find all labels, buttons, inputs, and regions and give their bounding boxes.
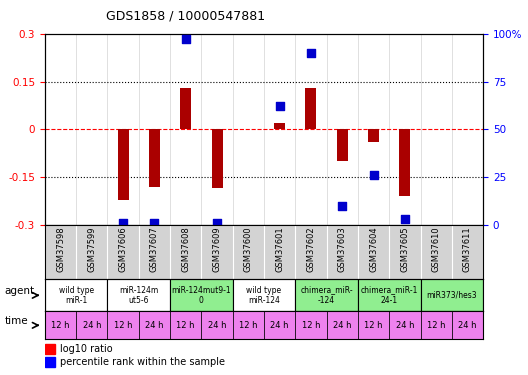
Bar bbox=[118, 129, 129, 200]
Bar bbox=[108, 311, 139, 339]
Text: GSM37609: GSM37609 bbox=[213, 226, 222, 272]
Text: 24 h: 24 h bbox=[82, 321, 101, 330]
Text: GSM37598: GSM37598 bbox=[56, 226, 65, 272]
Text: GSM37607: GSM37607 bbox=[150, 226, 159, 272]
Text: 24 h: 24 h bbox=[458, 321, 477, 330]
Point bbox=[276, 104, 284, 110]
Text: time: time bbox=[4, 316, 28, 326]
Bar bbox=[233, 279, 295, 311]
Text: 24 h: 24 h bbox=[208, 321, 227, 330]
Text: GSM37602: GSM37602 bbox=[306, 226, 315, 272]
Bar bbox=[45, 357, 54, 367]
Text: GSM37605: GSM37605 bbox=[400, 226, 409, 272]
Text: GSM37601: GSM37601 bbox=[275, 226, 284, 272]
Text: miR-124m
ut5-6: miR-124m ut5-6 bbox=[119, 286, 158, 305]
Bar bbox=[139, 311, 170, 339]
Text: GSM37611: GSM37611 bbox=[463, 226, 472, 272]
Bar bbox=[170, 311, 201, 339]
Text: chimera_miR-
-124: chimera_miR- -124 bbox=[300, 286, 353, 305]
Text: GSM37599: GSM37599 bbox=[87, 226, 96, 272]
Text: 24 h: 24 h bbox=[395, 321, 414, 330]
Text: miR-124mut9-1
0: miR-124mut9-1 0 bbox=[172, 286, 231, 305]
Bar bbox=[45, 279, 108, 311]
Text: 12 h: 12 h bbox=[301, 321, 320, 330]
Text: 12 h: 12 h bbox=[427, 321, 446, 330]
Text: wild type
miR-124: wild type miR-124 bbox=[247, 286, 281, 305]
Point bbox=[307, 50, 315, 56]
Point bbox=[370, 172, 378, 178]
Text: agent: agent bbox=[4, 285, 35, 296]
Bar bbox=[45, 344, 54, 354]
Text: log10 ratio: log10 ratio bbox=[60, 344, 113, 354]
Bar bbox=[358, 311, 389, 339]
Text: GSM37603: GSM37603 bbox=[338, 226, 347, 272]
Bar bbox=[452, 311, 483, 339]
Bar bbox=[327, 311, 358, 339]
Bar bbox=[201, 311, 233, 339]
Text: 24 h: 24 h bbox=[270, 321, 289, 330]
Text: 12 h: 12 h bbox=[239, 321, 258, 330]
Text: 24 h: 24 h bbox=[145, 321, 164, 330]
Bar bbox=[389, 311, 420, 339]
Bar bbox=[337, 129, 348, 161]
Bar bbox=[233, 311, 264, 339]
Bar bbox=[420, 311, 452, 339]
Text: GDS1858 / 10000547881: GDS1858 / 10000547881 bbox=[106, 9, 265, 22]
Point bbox=[182, 36, 190, 42]
Text: GSM37604: GSM37604 bbox=[369, 226, 378, 272]
Text: GSM37606: GSM37606 bbox=[119, 226, 128, 272]
Text: GSM37610: GSM37610 bbox=[432, 226, 441, 272]
Text: 12 h: 12 h bbox=[114, 321, 133, 330]
Text: 12 h: 12 h bbox=[51, 321, 70, 330]
Text: GSM37600: GSM37600 bbox=[244, 226, 253, 272]
Bar bbox=[274, 123, 285, 129]
Bar bbox=[170, 279, 233, 311]
Text: 12 h: 12 h bbox=[364, 321, 383, 330]
Bar bbox=[306, 88, 316, 129]
Bar bbox=[149, 129, 160, 187]
Text: wild type
miR-1: wild type miR-1 bbox=[59, 286, 94, 305]
Bar bbox=[420, 279, 483, 311]
Text: miR373/hes3: miR373/hes3 bbox=[427, 291, 477, 300]
Point bbox=[150, 220, 158, 226]
Text: 12 h: 12 h bbox=[176, 321, 195, 330]
Point bbox=[119, 220, 127, 226]
Bar bbox=[295, 279, 358, 311]
Text: percentile rank within the sample: percentile rank within the sample bbox=[60, 357, 225, 367]
Point bbox=[213, 220, 221, 226]
Bar bbox=[76, 311, 108, 339]
Bar bbox=[212, 129, 222, 188]
Point bbox=[401, 216, 409, 222]
Text: chimera_miR-1
24-1: chimera_miR-1 24-1 bbox=[361, 286, 418, 305]
Bar bbox=[264, 311, 295, 339]
Bar bbox=[399, 129, 410, 196]
Bar bbox=[368, 129, 379, 142]
Text: 24 h: 24 h bbox=[333, 321, 352, 330]
Bar bbox=[180, 88, 191, 129]
Point bbox=[338, 203, 346, 209]
Bar bbox=[45, 311, 76, 339]
Text: GSM37608: GSM37608 bbox=[181, 226, 190, 272]
Bar bbox=[108, 279, 170, 311]
Bar bbox=[295, 311, 327, 339]
Bar bbox=[358, 279, 420, 311]
